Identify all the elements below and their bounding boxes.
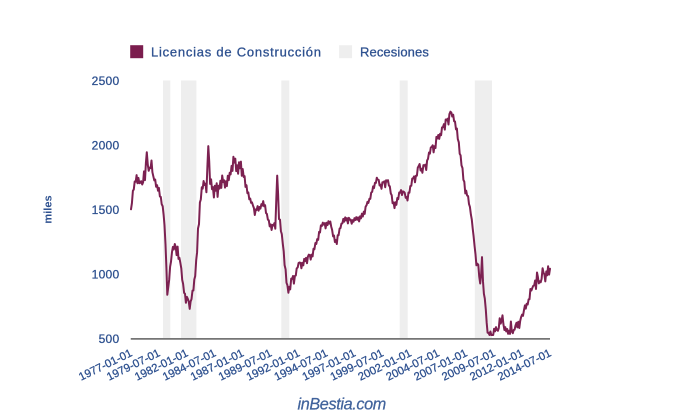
svg-text:inBestia.com: inBestia.com [297,395,385,413]
svg-text:Licencias de Construcción: Licencias de Construcción [151,44,322,59]
svg-text:1500: 1500 [92,203,120,217]
svg-text:2000: 2000 [92,138,120,152]
svg-text:1000: 1000 [92,267,120,281]
svg-text:2500: 2500 [92,74,120,88]
svg-text:Recesiones: Recesiones [360,44,429,59]
svg-text:500: 500 [99,332,120,346]
svg-text:miles: miles [42,195,54,223]
